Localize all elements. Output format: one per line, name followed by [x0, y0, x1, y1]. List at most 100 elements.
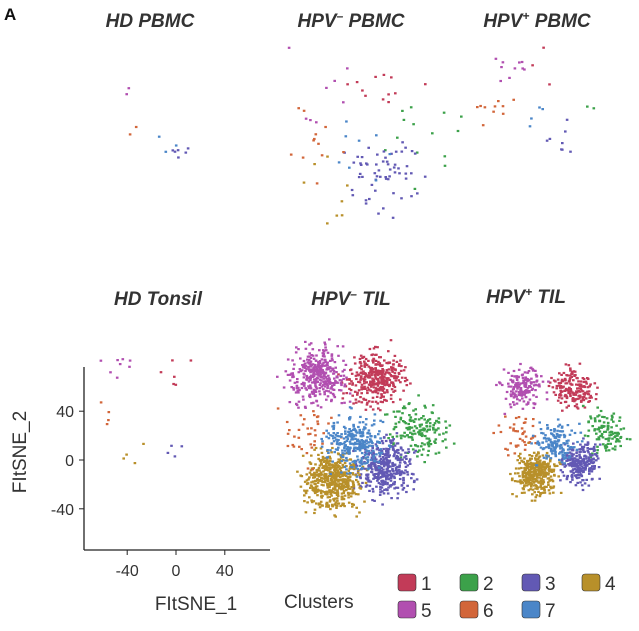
scatter-point [515, 375, 519, 378]
scatter-point [586, 435, 590, 438]
scatter-point [382, 468, 385, 471]
scatter-point [358, 381, 362, 384]
scatter-point [313, 429, 317, 432]
scatter-point [549, 449, 553, 452]
scatter-point [571, 371, 574, 374]
scatter-point [567, 404, 570, 407]
scatter-point [372, 361, 375, 364]
scatter-point [524, 435, 528, 438]
scatter-point [516, 387, 519, 390]
scatter-point [391, 401, 395, 404]
scatter-point [306, 358, 309, 361]
scatter-point [590, 454, 593, 457]
scatter-point [99, 359, 103, 362]
scatter-point [609, 430, 613, 433]
scatter-point [530, 442, 533, 445]
scatter-point [592, 467, 596, 470]
scatter-point [291, 359, 294, 362]
scatter-point [427, 437, 431, 440]
scatter-point [365, 462, 369, 465]
scatter-point [510, 479, 514, 482]
legend-label-2: 2 [483, 574, 494, 595]
scatter-point [403, 472, 406, 475]
scatter-point [409, 426, 412, 429]
scatter-point [408, 414, 411, 417]
scatter-point [509, 378, 512, 381]
scatter-point [570, 452, 573, 455]
scatter-point [545, 440, 548, 443]
scatter-point [558, 386, 562, 389]
scatter-point [330, 442, 333, 445]
scatter-point [573, 431, 577, 435]
scatter-point [519, 382, 523, 385]
scatter-point [606, 421, 610, 424]
scatter-point [381, 401, 384, 404]
scatter-point [553, 442, 557, 445]
scatter-point [600, 432, 604, 436]
scatter-point [401, 434, 404, 437]
scatter-point [595, 455, 599, 458]
scatter-point [332, 372, 336, 375]
scatter-point [387, 377, 390, 380]
scatter-point [542, 432, 545, 435]
scatter-point [519, 362, 522, 366]
scatter-point [530, 473, 533, 476]
scatter-point [386, 483, 389, 486]
scatter-point [393, 480, 396, 484]
scatter-point [527, 473, 530, 476]
scatter-point [383, 391, 386, 394]
scatter-point [548, 460, 552, 463]
scatter-point [401, 458, 404, 461]
scatter-point [531, 488, 535, 491]
scatter-point [586, 390, 589, 393]
scatter-point [377, 379, 380, 382]
scatter-point [349, 435, 352, 438]
scatter-point [362, 442, 365, 445]
scatter-point [376, 388, 379, 391]
scatter-point [385, 389, 389, 392]
scatter-point [286, 358, 290, 361]
scatter-point [315, 502, 318, 505]
scatter-point [392, 363, 395, 366]
scatter-point [339, 469, 343, 472]
scatter-point [354, 493, 358, 496]
scatter-point [348, 428, 351, 431]
scatter-point [559, 469, 563, 472]
scatter-point [330, 474, 334, 477]
scatter-point [306, 467, 310, 470]
scatter-point [304, 387, 307, 390]
scatter-point [536, 486, 540, 489]
scatter-point [387, 473, 391, 476]
scatter-point [323, 382, 326, 386]
scatter-point [309, 368, 313, 371]
scatter-point [381, 442, 385, 445]
scatter-point [276, 407, 280, 410]
scatter-point [372, 473, 375, 476]
scatter-point [577, 476, 581, 479]
scatter-point [164, 150, 168, 153]
scatter-point [297, 371, 301, 374]
scatter-point [340, 383, 343, 387]
scatter-point [334, 433, 338, 436]
scatter-point [523, 430, 526, 433]
scatter-point [374, 179, 378, 182]
scatter-point [595, 459, 598, 462]
scatter-point [352, 448, 356, 451]
scatter-point [526, 371, 530, 374]
scatter-point [332, 421, 336, 425]
scatter-point [348, 418, 351, 421]
scatter-point [387, 93, 390, 96]
scatter-point [523, 485, 526, 488]
scatter-point [542, 487, 546, 490]
scatter-point [354, 466, 358, 469]
scatter-point [303, 480, 307, 483]
scatter-point [558, 372, 561, 375]
scatter-point [332, 440, 336, 443]
scatter-point [562, 442, 565, 445]
scatter-point [312, 473, 315, 477]
scatter-point [304, 406, 307, 409]
scatter-point [320, 437, 323, 441]
scatter-point [347, 501, 351, 504]
scatter-point [390, 366, 393, 369]
scatter-point [341, 502, 344, 505]
